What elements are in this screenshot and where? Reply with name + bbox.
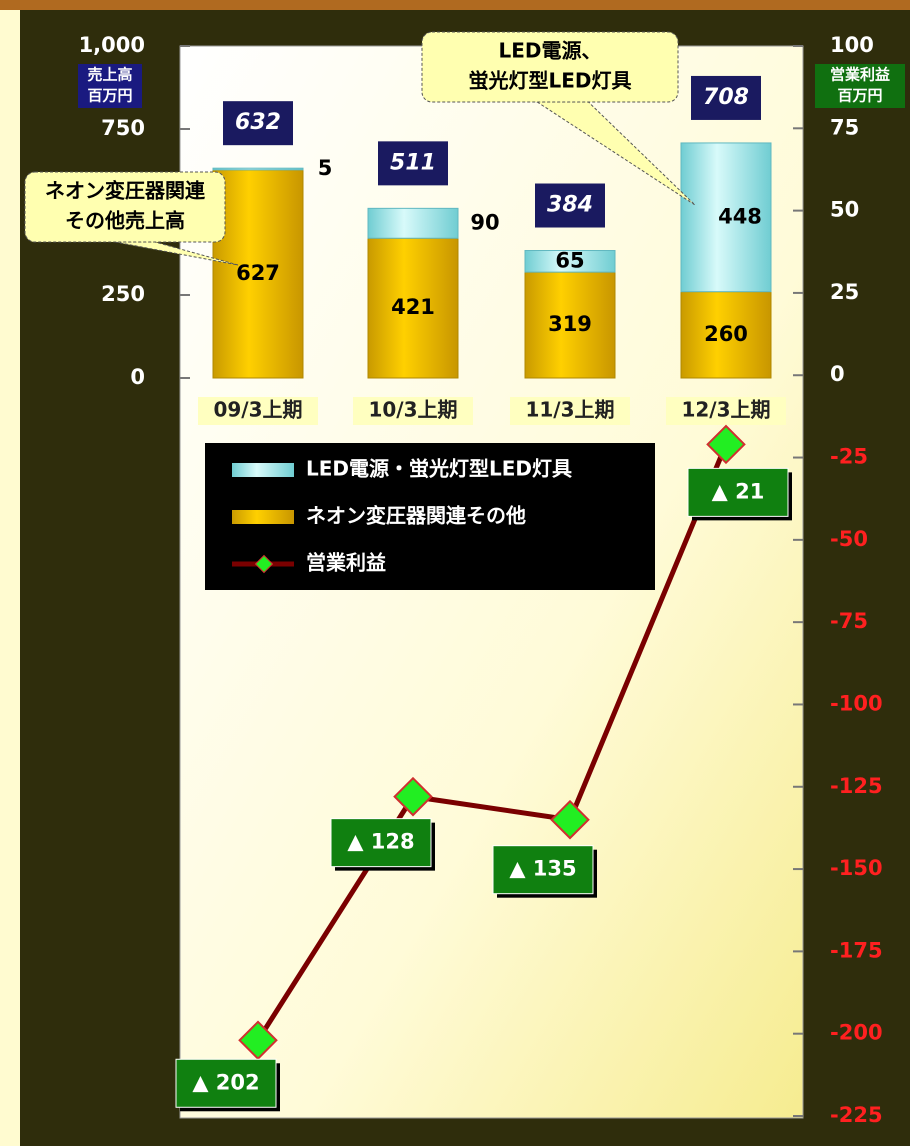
legend-swatch (254, 554, 274, 574)
total-label: 708 (703, 85, 749, 110)
y2-tick-label: -150 (830, 856, 883, 880)
bar-segment (680, 142, 772, 293)
y2-tick-label: -200 (830, 1021, 883, 1045)
y2-tick-label: 25 (830, 280, 859, 304)
profit-label: ▲ 135 (509, 857, 576, 881)
category-bg (353, 397, 473, 425)
bar-segment (680, 291, 772, 379)
total-box (378, 141, 448, 186)
line (255, 443, 729, 1042)
y-tick-label: 1,000 (79, 33, 145, 57)
y2-tick-label: 100 (830, 33, 874, 57)
unit-label: 百万円 (87, 87, 132, 105)
profit-box (687, 467, 789, 517)
profit-label: ▲ 128 (347, 830, 414, 854)
category-bg (666, 397, 786, 425)
total-label: 384 (547, 193, 593, 218)
total-label: 511 (390, 150, 436, 175)
y-tick-label: 0 (130, 365, 145, 389)
y2-tick-label: -50 (830, 527, 868, 551)
annotation: ネオン変圧器関連 (45, 179, 206, 203)
x-tick-label: 09/3上期 (213, 398, 302, 422)
annotation: 蛍光灯型LED灯具 (468, 69, 631, 93)
y2-tick-label: 50 (830, 198, 859, 222)
y2-tick-label: -75 (830, 609, 868, 633)
value-label: 627 (236, 261, 280, 285)
profit-label: ▲ 202 (192, 1070, 259, 1094)
y2-tick-label: 0 (830, 362, 845, 386)
bar-segment (367, 237, 459, 379)
unit-box (815, 64, 905, 108)
y2-tick-label: -25 (830, 445, 868, 469)
total-label: 632 (235, 110, 281, 135)
total-box (691, 75, 761, 120)
total-box (535, 183, 605, 228)
unit-label: 百万円 (837, 87, 882, 105)
value-label: 65 (555, 248, 584, 272)
marker (393, 776, 433, 817)
value-label: 421 (391, 295, 435, 319)
y2-tick-label: 75 (830, 115, 859, 139)
callout (421, 31, 679, 103)
unit-label: 営業利益 (830, 66, 890, 84)
marker (706, 424, 746, 465)
value-label: 90 (470, 210, 499, 234)
marker (238, 1020, 278, 1061)
annotation: LED電源、 (498, 39, 601, 63)
value-label: 260 (704, 322, 748, 346)
annotation: その他売上高 (65, 209, 185, 233)
y2-tick-label: -100 (830, 691, 883, 715)
total-box (223, 101, 293, 146)
callout (24, 171, 226, 243)
unit-label: 売上高 (87, 66, 132, 84)
x-tick-label: 11/3上期 (525, 398, 614, 422)
legend-swatch (232, 510, 294, 524)
legend-label: 営業利益 (306, 551, 386, 575)
category-bg (198, 397, 318, 425)
category-bg (510, 397, 630, 425)
x-tick-label: 10/3上期 (368, 398, 457, 422)
value-label: 448 (718, 204, 762, 228)
value-label: 5 (318, 156, 333, 180)
marker (550, 799, 590, 840)
bar-segment (524, 271, 616, 379)
profit-label: ▲ 21 (712, 479, 765, 503)
y2-tick-label: -225 (830, 1103, 883, 1127)
profit-box (175, 1058, 277, 1108)
y-tick-label: 250 (101, 282, 145, 306)
top-strip (0, 0, 910, 10)
bar-segment (367, 207, 459, 239)
unit-box (78, 64, 142, 108)
bar-segment (212, 169, 304, 379)
y2-tick-label: -125 (830, 774, 883, 798)
legend-label: LED電源・蛍光灯型LED灯具 (306, 457, 572, 481)
profit-box (330, 818, 432, 868)
y-tick-label: 750 (101, 116, 145, 140)
bar-segment (524, 250, 616, 273)
legend-label: ネオン変圧器関連その他 (306, 504, 526, 528)
value-label: 319 (548, 312, 592, 336)
legend-swatch (232, 463, 294, 477)
profit-box (492, 845, 594, 895)
bar-segment (212, 167, 304, 171)
x-tick-label: 12/3上期 (681, 398, 770, 422)
y2-tick-label: -175 (830, 938, 883, 962)
